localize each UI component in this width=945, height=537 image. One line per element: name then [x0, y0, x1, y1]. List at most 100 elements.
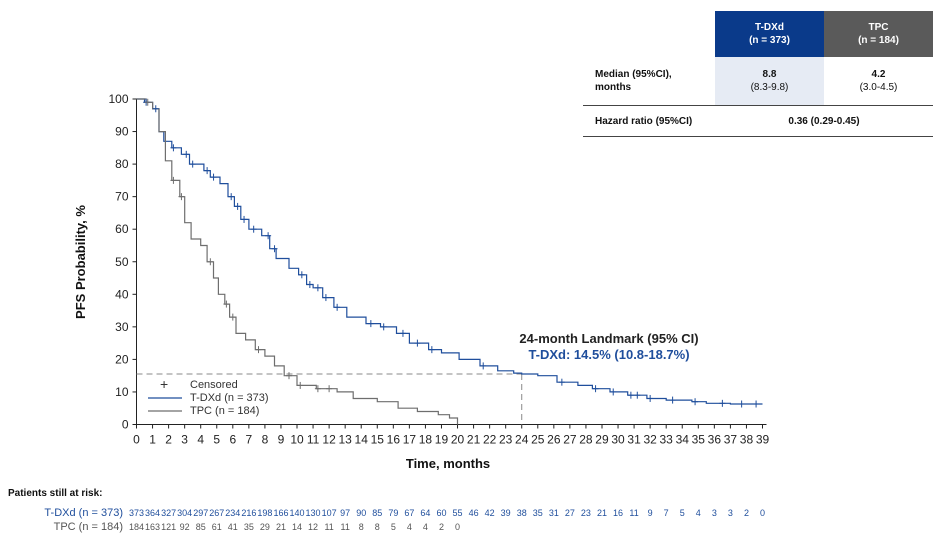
risk-count-t-dxd: 7	[664, 508, 669, 518]
risk-count-t-dxd: 85	[372, 508, 382, 518]
risk-row-t-dxd: 373 364 327 304 297 267 234 216 198 166 140 130 107 9…	[129, 508, 765, 518]
x-tick-label: 11	[307, 433, 320, 447]
x-tick-label: 5	[213, 433, 220, 447]
t-dxd-censor-mark	[428, 346, 435, 354]
x-tick-label: 7	[246, 433, 253, 447]
risk-count-tpc: 2	[439, 522, 444, 532]
risk-count-t-dxd: 55	[453, 508, 463, 518]
t-dxd-censor-mark	[228, 193, 235, 201]
risk-count-tpc: 4	[407, 522, 412, 532]
risk-count-t-dxd: 67	[404, 508, 414, 518]
risk-count-t-dxd: 39	[501, 508, 511, 518]
t-dxd-censor-mark	[692, 398, 699, 406]
risk-count-t-dxd: 5	[680, 508, 685, 518]
risk-count-t-dxd: 4	[696, 508, 701, 518]
x-tick-label: 31	[627, 433, 641, 447]
x-tick-label: 12	[322, 433, 336, 447]
tpc-header-n: (n = 184)	[858, 35, 899, 46]
median-t-dxd-ci: (8.3-9.8)	[750, 82, 789, 93]
t-dxd-censor-mark	[183, 150, 190, 158]
table-header-t-dxd: T-DXd (n = 373)	[715, 11, 824, 57]
risk-count-t-dxd: 9	[648, 508, 653, 518]
t-dxd-censor-mark	[627, 391, 634, 399]
tpc-censor-mark	[285, 372, 292, 380]
t-dxd-censor-mark	[298, 271, 305, 279]
tpc-censor-mark	[297, 381, 304, 389]
t-dxd-censor-mark	[753, 400, 760, 408]
risk-label-t-dxd: T-DXd (n = 373)	[44, 507, 123, 519]
t-dxd-censor-mark	[647, 394, 654, 402]
x-tick-label: 17	[403, 433, 417, 447]
x-tick-label: 22	[483, 433, 497, 447]
t-dxd-censor-mark	[204, 167, 211, 175]
t-dxd-censor-mark	[250, 225, 257, 233]
x-tick-label: 26	[547, 433, 561, 447]
risk-count-t-dxd: 267	[209, 508, 224, 518]
x-tick-label: 25	[531, 433, 545, 447]
legend-censored-label: Censored	[190, 379, 238, 391]
t-dxd-censor-mark	[234, 202, 241, 210]
x-tick-label: 3	[181, 433, 188, 447]
tpc-curve	[136, 98, 459, 425]
risk-count-tpc: 12	[308, 522, 318, 532]
t-dxd-censor-mark	[558, 378, 565, 386]
x-tick-label: 8	[262, 433, 269, 447]
risk-count-tpc: 184	[129, 522, 144, 532]
risk-count-t-dxd: 373	[129, 508, 144, 518]
risk-count-tpc: 35	[244, 522, 254, 532]
landmark-annotation-title: 24-month Landmark (95% CI)	[519, 331, 698, 346]
x-tick-label: 27	[563, 433, 577, 447]
risk-count-t-dxd: 38	[517, 508, 527, 518]
t-dxd-censor-mark	[334, 303, 341, 311]
risk-count-t-dxd: 234	[225, 508, 240, 518]
risk-count-tpc: 163	[145, 522, 160, 532]
x-tick-label: 13	[338, 433, 352, 447]
t-dxd-censor-mark	[414, 339, 421, 347]
risk-count-t-dxd: 16	[613, 508, 623, 518]
censor-marks	[143, 98, 760, 408]
risk-count-t-dxd: 23	[581, 508, 591, 518]
risk-count-t-dxd: 31	[549, 508, 559, 518]
x-tick-label: 15	[371, 433, 385, 447]
x-tick-label: 1	[149, 433, 156, 447]
risk-count-tpc: 14	[292, 522, 302, 532]
x-tick-label: 6	[229, 433, 236, 447]
t-dxd-censor-mark	[306, 281, 313, 289]
tpc-censor-mark	[170, 176, 177, 184]
median-label-line2: months	[595, 82, 632, 93]
tpc-censor-mark	[178, 193, 185, 201]
legend-tpc-label: TPC (n = 184)	[190, 405, 259, 417]
risk-count-t-dxd: 79	[388, 508, 398, 518]
legend: + Censored T-DXd (n = 373) TPC (n = 184)	[148, 376, 269, 417]
median-label-line1: Median (95%CI),	[595, 69, 672, 80]
t-dxd-censor-mark	[480, 362, 487, 370]
y-tick-label: 10	[115, 385, 129, 399]
median-tpc-ci: (3.0-4.5)	[859, 82, 898, 93]
risk-count-t-dxd: 107	[322, 508, 337, 518]
t-dxd-censor-mark	[322, 294, 329, 302]
x-tick-label: 39	[756, 433, 770, 447]
t-dxd-censor-mark	[634, 391, 641, 399]
risk-count-t-dxd: 97	[340, 508, 350, 518]
risk-count-t-dxd: 11	[629, 508, 638, 518]
x-tick-label: 4	[197, 433, 204, 447]
risk-count-tpc: 8	[359, 522, 364, 532]
tpc-header-name: TPC	[868, 22, 889, 33]
risk-count-t-dxd: 42	[485, 508, 495, 518]
x-tick-label: 23	[499, 433, 513, 447]
x-tick-label: 34	[676, 433, 690, 447]
y-tick-label: 30	[115, 320, 129, 334]
risk-count-t-dxd: 35	[533, 508, 543, 518]
legend-censored-symbol: +	[160, 376, 168, 392]
table-corner	[583, 11, 715, 57]
t-dxd-censor-mark	[271, 245, 278, 253]
y-tick-label: 50	[115, 255, 129, 269]
tpc-censor-mark	[326, 385, 333, 393]
risk-count-t-dxd: 46	[469, 508, 479, 518]
hazard-ratio-value: 0.36 (0.29-0.45)	[715, 105, 933, 137]
risk-count-tpc: 29	[260, 522, 270, 532]
risk-count-t-dxd: 198	[257, 508, 272, 518]
x-tick-label: 30	[611, 433, 625, 447]
